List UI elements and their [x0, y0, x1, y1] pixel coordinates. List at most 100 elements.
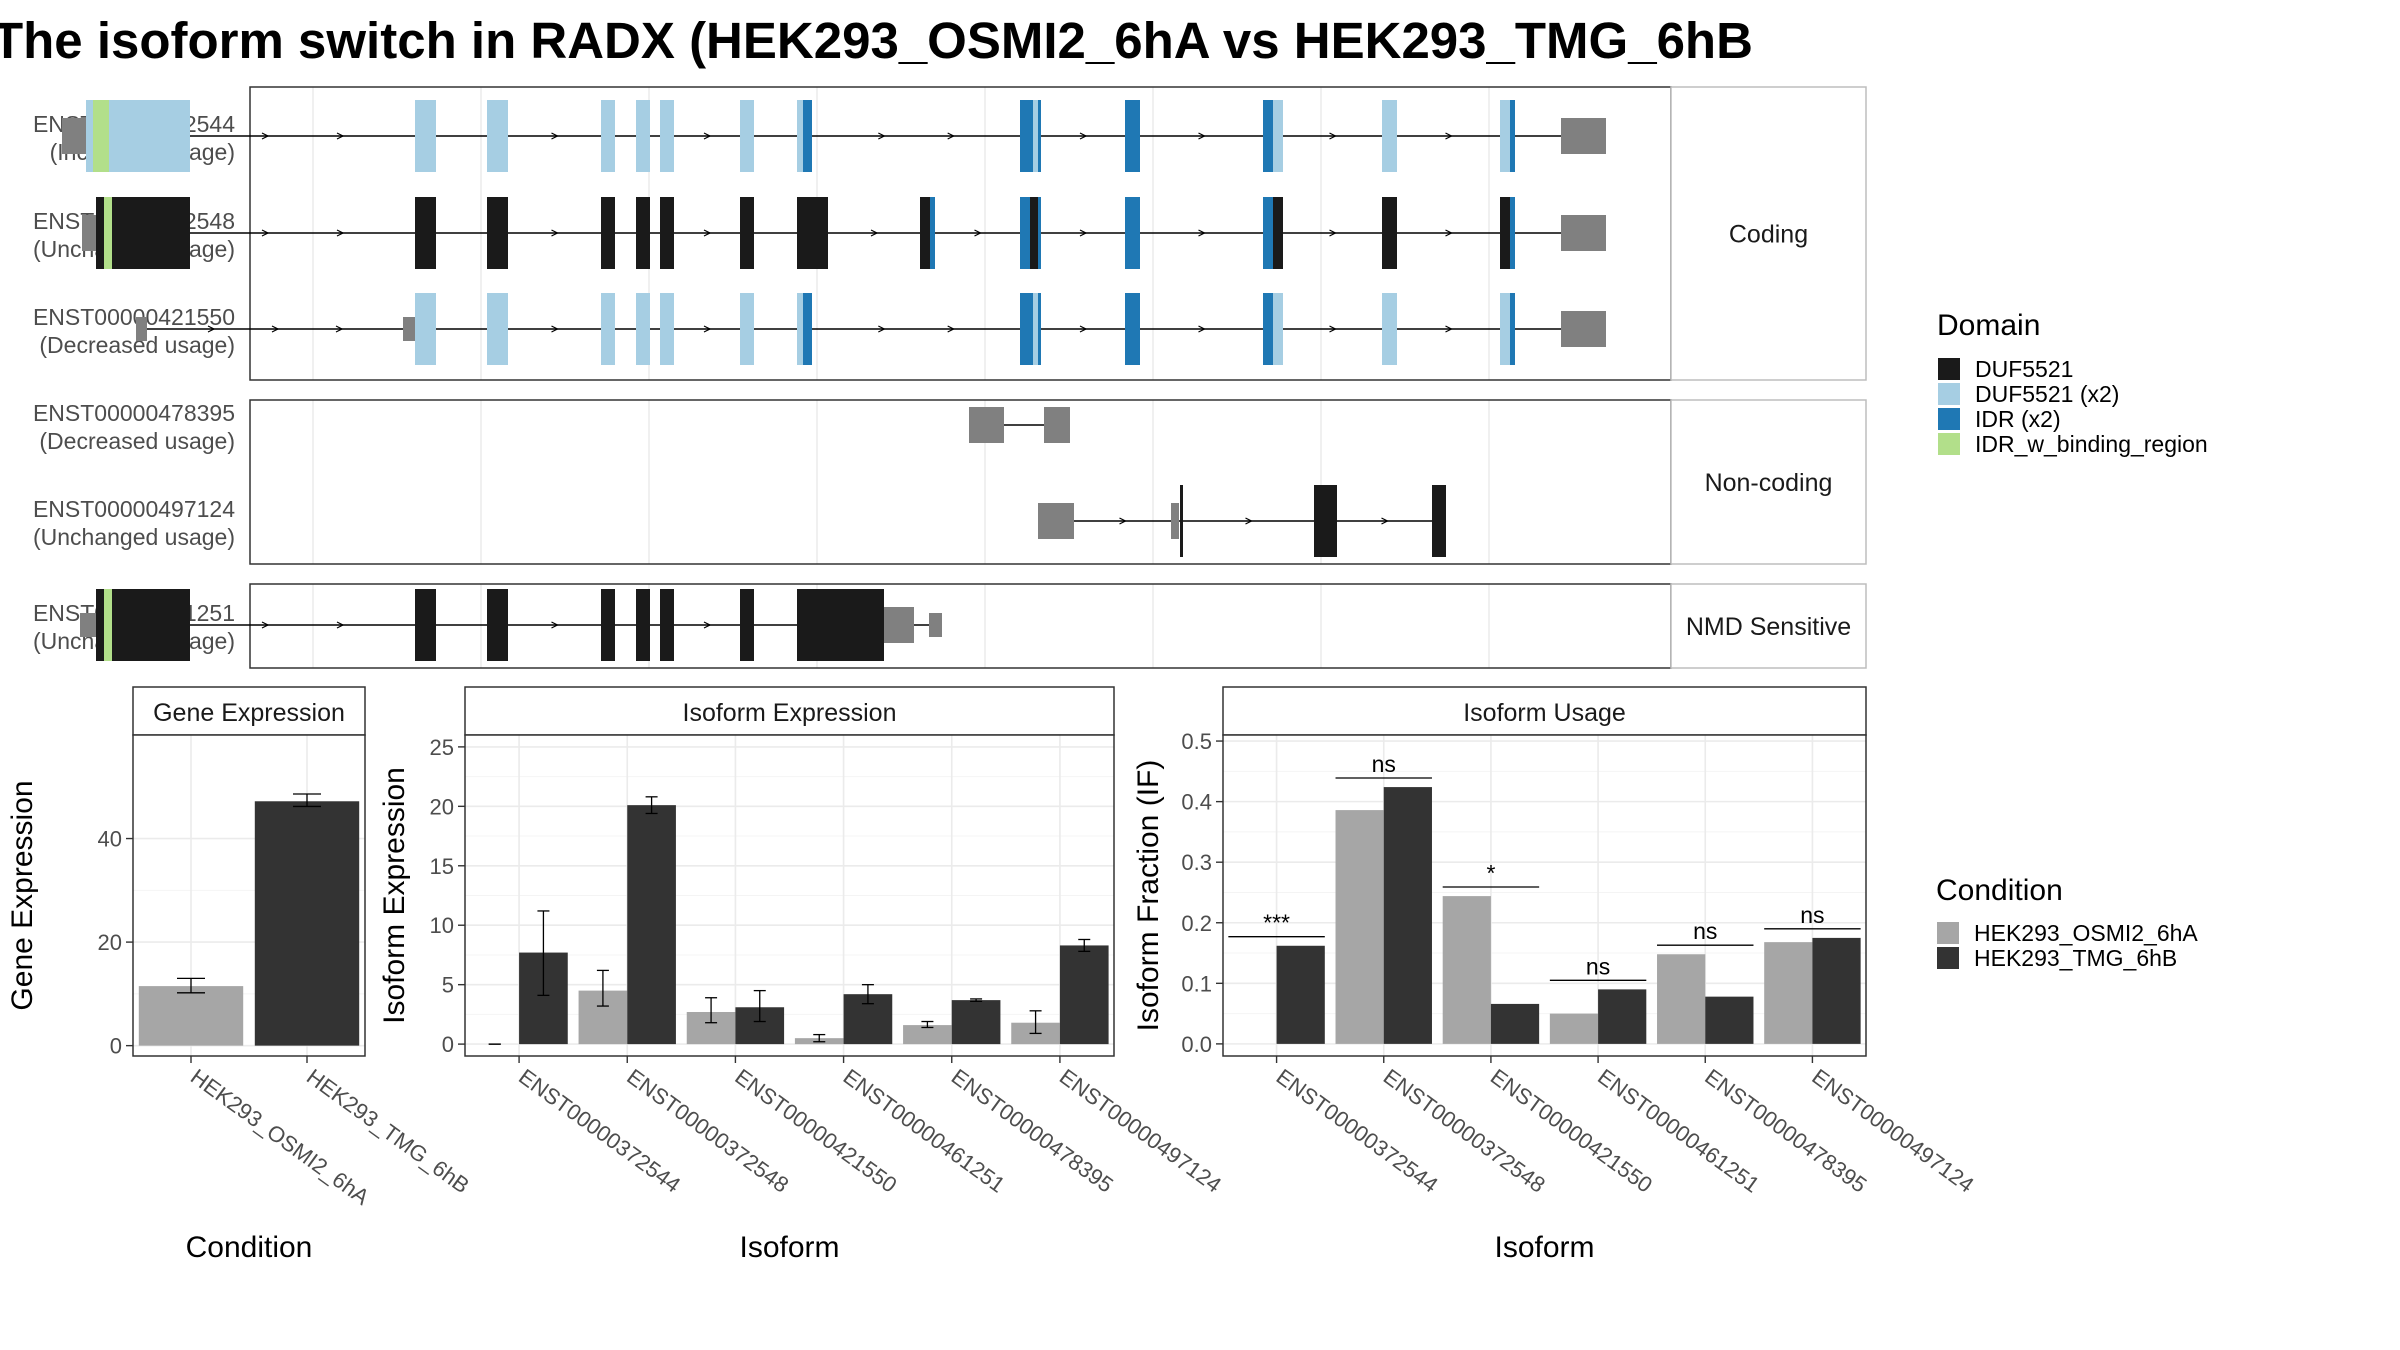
intron-arrow — [261, 621, 270, 629]
y-axis-title: Isoform Expression — [378, 767, 411, 1024]
y-tick-label: 25 — [430, 735, 454, 760]
domain-segment — [797, 589, 884, 661]
x-axis-title: Condition — [186, 1231, 313, 1264]
bar — [951, 1000, 1001, 1045]
bar — [1490, 1003, 1540, 1044]
domain-legend-label: IDR (x2) — [1975, 406, 2061, 432]
bar — [1276, 945, 1325, 1044]
domain-segment — [487, 100, 508, 172]
panel-strip — [464, 686, 1115, 736]
bar — [1059, 945, 1109, 1045]
domain-segment — [1500, 293, 1510, 365]
facet-strip — [1670, 86, 1867, 381]
bar — [1657, 954, 1706, 1044]
intron-arrow — [336, 132, 345, 140]
domain-segment — [415, 293, 436, 365]
utr-block — [1171, 503, 1179, 539]
facet-strip-label: NMD Sensitive — [1686, 613, 1851, 641]
y-tick-label: 20 — [98, 930, 122, 955]
domain-segment — [96, 589, 104, 661]
condition-legend-label: HEK293_OSMI2_6hA — [1974, 920, 2198, 946]
utr-block — [80, 613, 96, 637]
domain-segment — [601, 293, 615, 365]
bar — [138, 986, 244, 1046]
bar — [1764, 942, 1813, 1044]
domain-segment — [415, 100, 436, 172]
y-tick-label: 0 — [110, 1034, 122, 1059]
panel-title: Isoform Expression — [683, 699, 897, 727]
utr-block — [969, 407, 1004, 443]
domain-legend-label: IDR_w_binding_region — [1975, 431, 2208, 457]
domain-segment — [797, 293, 803, 365]
bar — [903, 1025, 952, 1045]
intron-arrow — [1329, 325, 1337, 333]
y-axis-title: Isoform Fraction (IF) — [1132, 760, 1165, 1032]
panel-border — [132, 734, 366, 1057]
intron-arrow — [336, 621, 345, 629]
domain-segment — [1500, 197, 1510, 269]
y-tick-label: 0 — [442, 1032, 454, 1057]
domain-legend-swatch — [1938, 433, 1960, 455]
domain-segment — [1432, 485, 1446, 557]
domain-segment — [120, 100, 190, 172]
significance-label: ns — [1800, 902, 1824, 928]
transcript-id-label: ENST00000497124 — [33, 496, 235, 522]
domain-segment — [1263, 197, 1273, 269]
facet-strip-label: Coding — [1729, 221, 1808, 249]
domain-segment — [1510, 100, 1515, 172]
domain-segment — [1033, 100, 1038, 172]
facet-strip-label: Non-coding — [1705, 469, 1833, 497]
domain-legend-label: DUF5521 — [1975, 356, 2073, 382]
transcript-id-label: ENST00000421550 — [33, 304, 235, 330]
domain-segment — [740, 589, 754, 661]
intron-arrow — [1198, 132, 1206, 140]
domain-segment — [660, 100, 674, 172]
domain-segment — [660, 589, 674, 661]
condition-legend-swatch — [1937, 947, 1959, 969]
domain-segment — [487, 589, 508, 661]
panel-strip — [1222, 686, 1867, 736]
domain-segment — [1500, 100, 1510, 172]
structure-panel-bg — [250, 400, 1671, 564]
transcript-usage-label: (Decreased usage) — [39, 428, 235, 454]
bar — [627, 805, 676, 1045]
y-tick-label: 5 — [442, 973, 454, 998]
domain-segment — [636, 293, 650, 365]
intron-arrow — [261, 132, 270, 140]
domain-segment — [1038, 100, 1041, 172]
bar — [254, 801, 360, 1046]
intron-arrow — [878, 325, 886, 333]
intron-arrow — [1445, 132, 1453, 140]
transcript-usage-label: (Unchanged usage) — [33, 524, 235, 550]
condition-legend-title: Condition — [1936, 874, 2063, 907]
domain-segment — [415, 197, 436, 269]
domain-legend-label: DUF5521 (x2) — [1975, 381, 2119, 407]
panel-title: Isoform Usage — [1463, 699, 1626, 727]
domain-segment — [930, 197, 935, 269]
intron-arrow — [703, 325, 712, 333]
domain-legend-swatch — [1938, 408, 1960, 430]
domain-segment — [740, 197, 754, 269]
domain-segment — [1263, 100, 1273, 172]
intron-arrow — [1245, 517, 1253, 525]
panel-border — [464, 734, 1115, 1057]
intron-arrow — [703, 621, 712, 629]
domain-segment — [1273, 100, 1283, 172]
utr-block — [136, 317, 147, 341]
y-tick-label: 15 — [430, 854, 454, 879]
figure-title: The isoform switch in RADX (HEK293_OSMI2… — [0, 12, 1753, 69]
significance-label: *** — [1263, 910, 1290, 936]
y-tick-label: 0.4 — [1181, 790, 1212, 815]
intron-arrow — [947, 132, 956, 140]
domain-segment — [1382, 293, 1397, 365]
utr-block — [82, 215, 96, 251]
intron-arrow — [1198, 325, 1206, 333]
domain-segment — [920, 197, 930, 269]
domain-segment — [1125, 100, 1140, 172]
y-tick-label: 0.5 — [1181, 729, 1212, 754]
x-axis-title: Isoform — [739, 1231, 839, 1264]
domain-segment — [601, 589, 615, 661]
utr-block — [1044, 407, 1070, 443]
